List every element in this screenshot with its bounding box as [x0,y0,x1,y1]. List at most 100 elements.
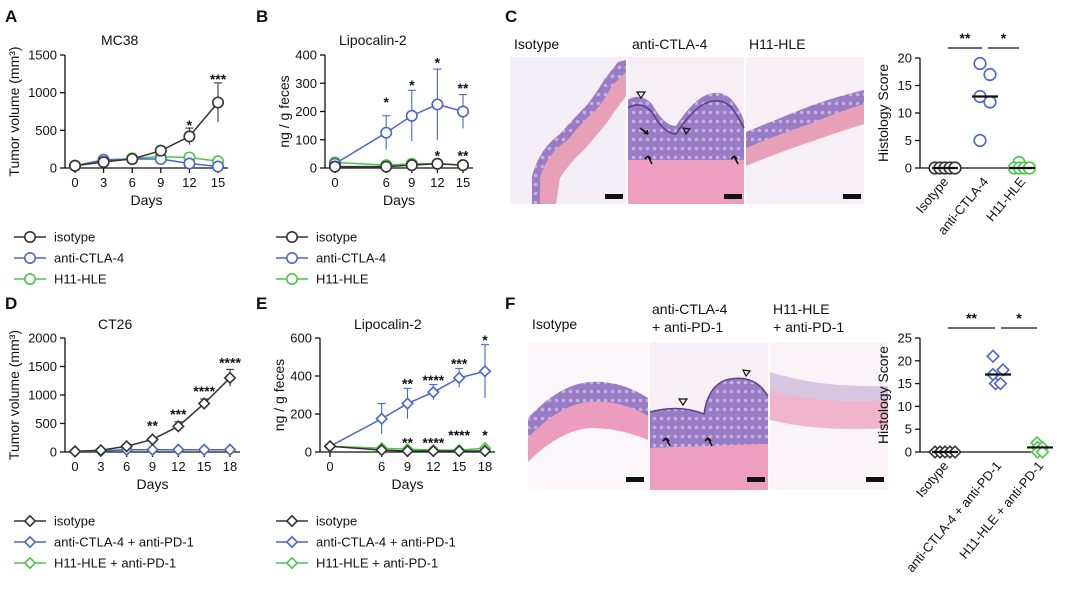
y-axis-label: Histology Score [875,64,891,162]
histology-c-title-3: H11-HLE [749,36,806,52]
y-tick-label: 1500 [28,359,57,374]
x-tick-label: 9 [408,175,415,190]
chart-a: 0 500 1000 1500 Tumor volume (mm³) 0 3 6 9 12 15 Da… [6,32,228,287]
histology-c: Isotype anti-CTLA-4 H11-HLE [510,36,864,204]
series-1 [328,68,469,170]
data-point [405,159,418,172]
data-point [323,439,337,453]
x-tick-label: 12 [182,175,196,190]
data-point [120,439,133,453]
significance-label: * [1001,30,1007,46]
legend-label: H11-HLE + anti-PD-1 [316,556,438,571]
data-point [183,130,196,143]
y-tick-label: 400 [290,369,312,384]
significance-label: *** [451,356,468,372]
significance-label: ** [402,434,413,450]
x-tick-label: 6 [383,175,390,190]
significance-label: **** [219,355,241,371]
data-point [375,412,388,426]
data-point [126,152,139,165]
y-tick-label: 500 [35,416,57,431]
data-point [69,159,82,172]
data-point [431,98,444,111]
data-point [375,443,388,457]
data-point [973,133,987,148]
significance-label: ** [960,30,971,46]
data-point [223,371,237,385]
data-point [427,444,440,458]
series-0 [323,439,492,458]
data-point [197,397,211,410]
y-tick-label: 2000 [28,331,57,346]
histology-f: Isotype anti-CTLA-4 + anti-PD-1 H11-HLE … [528,301,888,490]
data-point [456,159,469,172]
x-tick-label: 15 [211,175,225,190]
histology-image-isotype-f [528,342,648,490]
data-point [212,96,225,109]
chart-title: Lipocalin-2 [339,32,407,48]
x-tick-label: 9 [157,175,164,190]
data-point [68,445,82,458]
x-tick-label: 15 [456,175,470,190]
data-point [94,443,108,457]
y-axis-label: ng / g feces [276,75,292,147]
data-point [993,376,1008,391]
y-tick-label: 1500 [28,48,57,63]
data-point [401,444,414,458]
legend-label: anti-CTLA-4 + anti-PD-1 [316,535,456,550]
significance-label: ** [458,80,469,96]
data-point [328,160,341,173]
x-tick-label: 6 [378,459,385,474]
legend-label: H11-HLE [316,272,369,287]
significance-label: * [187,117,193,133]
data-point [154,144,167,157]
scale-bar [866,477,884,482]
legend-marker [23,272,36,285]
data-point [986,349,1000,364]
histology-f-title-3a: H11-HLE [773,301,830,317]
x-axis-label: Days [392,476,424,492]
significance-label: ** [966,310,977,326]
legend-label: H11-HLE [54,272,107,287]
data-point [405,109,418,122]
series-line [74,101,219,167]
chart-d: 0 500 1000 1500 2000 Tumor volume (mm³) 0 3 6 9 12… [6,316,241,571]
y-tick-label: 0 [905,161,912,176]
legend-marker [285,252,298,265]
significance-label: * [435,148,441,164]
data-point [973,56,987,71]
y-tick-label: 0 [50,445,57,460]
significance-label: *** [210,71,227,87]
legend-marker [285,535,299,549]
scale-bar [724,194,742,199]
group-0: Isotype [913,445,962,500]
data-point [452,444,466,458]
panel-label-e: E [256,294,267,313]
series-0 [328,157,469,173]
series-0 [68,368,237,458]
y-tick-label: 100 [295,132,317,147]
histology-image-h11-hle [746,57,864,204]
data-point [983,67,997,82]
y-axis-label: Tumor volume (mm³) [6,46,22,176]
y-tick-label: 5 [905,133,912,148]
panel-label-d: D [5,294,17,313]
histology-c-title-2: anti-CTLA-4 [632,36,708,52]
chart-title: CT26 [98,316,132,332]
category-label: H11-HLE + anti-PD-1 [956,458,1046,561]
y-tick-label: 0 [310,161,317,176]
x-tick-label: 18 [223,459,237,474]
y-tick-label: 20 [898,353,912,368]
x-tick-label: 12 [426,459,440,474]
data-point [431,157,444,170]
x-tick-label: 3 [100,175,107,190]
legend-label: isotype [54,230,95,245]
significance-label: ** [458,148,469,164]
category-label: Isotype [913,458,951,500]
significance-label: **** [422,372,444,388]
data-point [401,397,414,410]
legend-marker [23,252,36,265]
